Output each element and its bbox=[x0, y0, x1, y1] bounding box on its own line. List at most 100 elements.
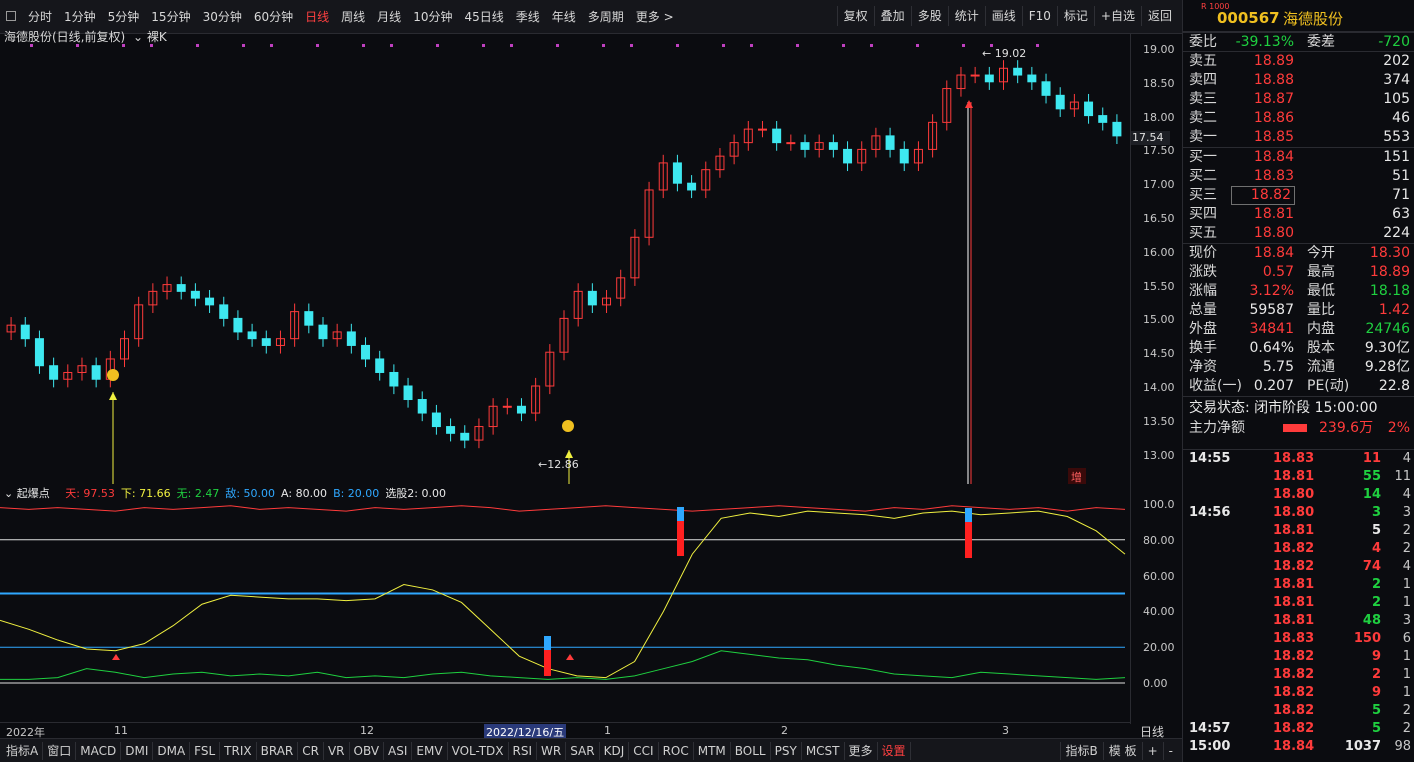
book-row[interactable]: 买四 18.81 63 bbox=[1183, 205, 1414, 224]
period-tab[interactable]: 30分钟 bbox=[202, 10, 242, 24]
book-row[interactable]: 卖四 18.88 374 bbox=[1183, 71, 1414, 90]
indicator-tab[interactable]: BRAR bbox=[257, 742, 299, 760]
book-row[interactable]: 卖一 18.85 553 bbox=[1183, 128, 1414, 147]
period-tab[interactable]: 月线 bbox=[377, 10, 402, 24]
event-marker[interactable] bbox=[270, 44, 273, 47]
period-tab[interactable]: 分时 bbox=[28, 10, 53, 24]
indicator-tab[interactable]: FSL bbox=[190, 742, 221, 760]
event-marker[interactable] bbox=[990, 44, 993, 47]
tabs-right-button[interactable]: 模 板 bbox=[1102, 742, 1142, 760]
book-row[interactable]: 买五 18.80 224 bbox=[1183, 224, 1414, 243]
tabs-right-button[interactable]: + bbox=[1141, 742, 1163, 760]
event-marker[interactable] bbox=[916, 44, 919, 47]
period-tab[interactable]: 10分钟 bbox=[413, 10, 453, 24]
zeng-badge[interactable]: 增 bbox=[1071, 470, 1082, 484]
indicator-tab[interactable]: WR bbox=[537, 742, 567, 760]
event-marker[interactable] bbox=[796, 44, 799, 47]
indicator-tab[interactable]: SAR bbox=[566, 742, 600, 760]
event-marker[interactable] bbox=[76, 44, 79, 47]
event-marker[interactable] bbox=[1036, 44, 1039, 47]
event-marker[interactable] bbox=[556, 44, 559, 47]
indicator-tab[interactable]: OBV bbox=[350, 742, 385, 760]
tabs-right-button[interactable]: - bbox=[1162, 742, 1178, 760]
chart-tool-button[interactable]: 标记 bbox=[1056, 6, 1094, 26]
indicator-tab[interactable]: EMV bbox=[412, 742, 448, 760]
event-marker[interactable] bbox=[390, 44, 393, 47]
event-marker[interactable] bbox=[316, 44, 319, 47]
indicator-tab[interactable]: BOLL bbox=[731, 742, 771, 760]
indicator-tab[interactable]: MACD bbox=[76, 742, 122, 760]
indicator-tab[interactable]: PSY bbox=[771, 742, 802, 760]
event-marker[interactable] bbox=[630, 44, 633, 47]
event-marker[interactable] bbox=[962, 44, 965, 47]
book-row[interactable]: 卖五 18.89 202 bbox=[1183, 52, 1414, 71]
period-tab[interactable]: 5分钟 bbox=[107, 10, 140, 24]
indicator-tab[interactable]: ASI bbox=[384, 742, 413, 760]
indicator-tab[interactable]: MCST bbox=[802, 742, 845, 760]
indicator-tab[interactable]: RSI bbox=[509, 742, 538, 760]
period-tab[interactable]: 日线 bbox=[305, 10, 330, 24]
indicator-tab[interactable]: CCI bbox=[629, 742, 659, 760]
chart-tool-button[interactable]: 复权 bbox=[836, 6, 874, 26]
panel-toggle-icon[interactable] bbox=[6, 11, 16, 21]
book-row[interactable]: 卖二 18.86 46 bbox=[1183, 109, 1414, 128]
event-marker[interactable] bbox=[842, 44, 845, 47]
event-marker[interactable] bbox=[30, 44, 33, 47]
period-tab[interactable]: 年线 bbox=[551, 10, 576, 24]
chart-tool-button[interactable]: 画线 bbox=[984, 6, 1022, 26]
event-marker[interactable] bbox=[122, 44, 125, 47]
indicator-tab[interactable]: VOL-TDX bbox=[448, 742, 509, 760]
money-bag-icon[interactable] bbox=[562, 420, 574, 432]
indicator-tab[interactable]: 设置 bbox=[878, 742, 911, 760]
indicator-tab[interactable]: ROC bbox=[659, 742, 694, 760]
period-tab[interactable]: 多周期 bbox=[587, 10, 624, 24]
chart-tool-button[interactable]: 统计 bbox=[947, 6, 985, 26]
money-bag-icon[interactable] bbox=[107, 369, 119, 381]
period-tab[interactable]: 季线 bbox=[515, 10, 540, 24]
period-tab[interactable]: 更多 > bbox=[635, 10, 674, 24]
event-marker[interactable] bbox=[602, 44, 605, 47]
event-marker[interactable] bbox=[870, 44, 873, 47]
candlestick-chart[interactable]: ← 19.02 ←12.86 增 bbox=[0, 40, 1130, 484]
indicator-tab[interactable]: 指标A bbox=[2, 742, 44, 760]
event-marker[interactable] bbox=[676, 44, 679, 47]
indicator-tab[interactable]: VR bbox=[324, 742, 350, 760]
book-row[interactable]: 买二 18.83 51 bbox=[1183, 167, 1414, 186]
chart-tool-button[interactable]: 叠加 bbox=[873, 6, 911, 26]
indicator-tab[interactable]: CR bbox=[298, 742, 324, 760]
event-marker[interactable] bbox=[196, 44, 199, 47]
zeng-badge-bg[interactable] bbox=[1068, 468, 1086, 484]
period-label[interactable]: 日线 bbox=[1140, 725, 1165, 739]
chart-tool-button[interactable]: 返回 bbox=[1140, 6, 1178, 26]
event-marker[interactable] bbox=[362, 44, 365, 47]
chart-tool-button[interactable]: F10 bbox=[1021, 6, 1057, 26]
indicator-tab[interactable]: DMI bbox=[121, 742, 154, 760]
indicator-tab[interactable]: DMA bbox=[153, 742, 191, 760]
event-marker[interactable] bbox=[510, 44, 513, 47]
indicator-tab[interactable]: 更多 bbox=[845, 742, 878, 760]
book-row[interactable]: 卖三 18.87 105 bbox=[1183, 90, 1414, 109]
event-marker[interactable] bbox=[750, 44, 753, 47]
chart-mode-dropdown[interactable]: ⌄ 裸K bbox=[133, 30, 167, 44]
tabs-right-button[interactable]: 指标B bbox=[1059, 742, 1103, 760]
indicator-chart[interactable] bbox=[0, 484, 1130, 722]
event-marker[interactable] bbox=[436, 44, 439, 47]
indicator-name[interactable]: ⌄ 起爆点 bbox=[4, 487, 50, 500]
event-marker[interactable] bbox=[150, 44, 153, 47]
period-tab[interactable]: 1分钟 bbox=[64, 10, 96, 24]
event-marker[interactable] bbox=[722, 44, 725, 47]
period-tab[interactable]: 周线 bbox=[341, 10, 366, 24]
period-tab[interactable]: 45日线 bbox=[464, 10, 504, 24]
event-marker[interactable] bbox=[482, 44, 485, 47]
event-marker[interactable] bbox=[242, 44, 245, 47]
period-tab[interactable]: 60分钟 bbox=[253, 10, 294, 24]
indicator-tab[interactable]: TRIX bbox=[220, 742, 257, 760]
period-tab[interactable]: 15分钟 bbox=[151, 10, 191, 24]
chart-tool-button[interactable]: 多股 bbox=[910, 6, 948, 26]
indicator-tab[interactable]: MTM bbox=[694, 742, 731, 760]
indicator-tab[interactable]: KDJ bbox=[600, 742, 630, 760]
book-row[interactable]: 买三 18.82 71 bbox=[1183, 186, 1414, 205]
book-row[interactable]: 买一 18.84 151 bbox=[1183, 148, 1414, 167]
indicator-tab[interactable]: 窗口 bbox=[43, 742, 77, 760]
chart-tool-button[interactable]: +自选 bbox=[1093, 6, 1141, 26]
